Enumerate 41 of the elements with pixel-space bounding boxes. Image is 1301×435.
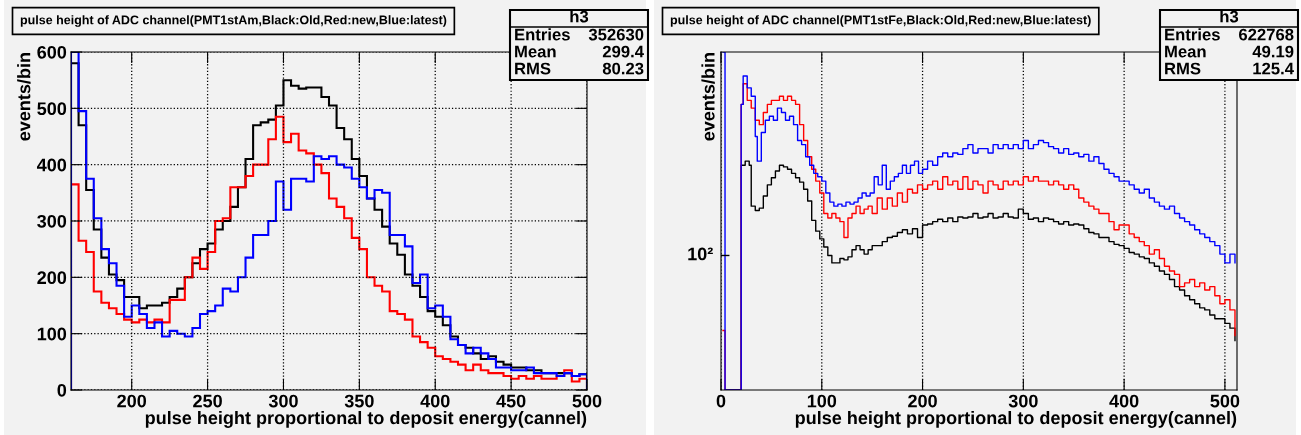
text: 125.4	[1253, 62, 1294, 75]
x-tick-label: 200	[908, 394, 937, 408]
text: 352630	[588, 28, 644, 41]
annotation: RMS	[515, 62, 551, 75]
x-axis-title: pulse height proportional to deposit energy(cannel)	[145, 411, 587, 428]
annotation: RMS	[1165, 62, 1201, 75]
text: Entries	[1165, 28, 1220, 41]
x-tick-label: 300	[1008, 394, 1038, 408]
x-tick-label: 300	[268, 394, 298, 408]
x-tick-label: 500	[1210, 394, 1240, 408]
y-tick-label: 200	[37, 271, 67, 285]
text: 299.4	[602, 45, 644, 58]
x-tick-label: 400	[1109, 394, 1139, 408]
x-tick-label: 250	[193, 394, 222, 408]
x-tick-label: 500	[572, 394, 602, 408]
annotation: Mean	[1165, 45, 1206, 58]
x-tick-label: 100	[807, 394, 837, 408]
text: 622768	[1239, 28, 1294, 41]
y-axis-title: events/bin	[701, 53, 715, 141]
x-axis-title: pulse height proportional to deposit energy(cannel)	[795, 411, 1237, 428]
x-tick-label: 0	[716, 394, 726, 408]
y-tick-label: 400	[36, 158, 67, 172]
text: 80.23	[602, 62, 644, 75]
text: h3	[1220, 10, 1239, 23]
y-tick-label: 500	[37, 102, 67, 116]
text: 10²	[688, 247, 713, 261]
y-tick-label: 0	[57, 383, 67, 397]
text: h3	[570, 10, 589, 23]
y-axis-title: events/bin	[17, 53, 31, 141]
annotation: Mean	[515, 45, 556, 58]
y-tick-label: 600	[37, 45, 67, 59]
x-tick-label: 400	[420, 394, 450, 408]
y-tick-label: 300	[37, 214, 67, 228]
x-tick-label: 200	[117, 394, 147, 408]
x-tick-label: 450	[496, 394, 526, 408]
chart-title: pulse height of ADC channel(PMT1stAm,Black:Old,Red:new,Blue:latest)	[20, 15, 447, 27]
chart-title: pulse height of ADC channel(PMT1stFe,Black:Old,Red:new,Blue:latest)	[670, 15, 1091, 27]
text: 49.19	[1252, 45, 1294, 58]
text: Entries	[515, 28, 570, 41]
y-tick-label: 100	[37, 327, 67, 341]
x-tick-label: 350	[344, 394, 374, 408]
